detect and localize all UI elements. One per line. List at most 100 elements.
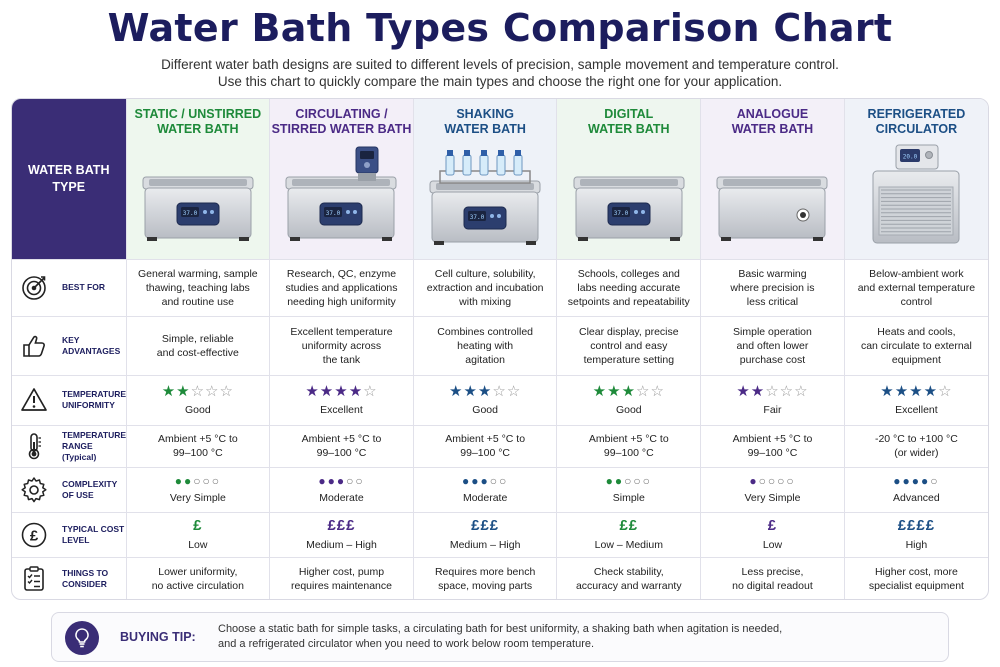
cell-line: 99–100 °C (316, 447, 367, 459)
cell-line: General warming, sample (138, 267, 258, 280)
column-title-line: WATER BATH (731, 122, 814, 136)
star-empty-icon: ☆ (794, 382, 809, 400)
row-label: TEMPERATURE UNIFORMITY (12, 375, 127, 426)
checklist-icon (20, 565, 48, 593)
star-empty-icon: ☆ (650, 382, 665, 400)
buying-tip-text: Choose a static bath for simple tasks, a… (218, 622, 938, 652)
row-label-text: BEST FOR (62, 282, 105, 293)
dot-filled-icon: ● (174, 474, 184, 488)
table-cell: Requires more bench space, moving parts (413, 557, 558, 599)
row-label-wrap: TEMPERATURE RANGE (Typical) (20, 430, 126, 463)
dot-empty-icon: ○ (930, 474, 940, 488)
dot-filled-icon: ● (921, 474, 931, 488)
star-filled-icon: ★ (880, 382, 895, 400)
cell-line: needing high uniformity (287, 295, 396, 308)
header-row: WATER BATH TYPE STATIC / UNSTIRRED WATER … (12, 99, 988, 260)
star-filled-icon: ★ (477, 382, 493, 400)
dot-empty-icon: ○ (499, 474, 509, 488)
row-label-line: TEMPERATURE (62, 429, 127, 440)
cell-line: Simple operation (733, 325, 812, 338)
cell-line: Below-ambient work (869, 267, 964, 280)
row-label-text: COMPLEXITY OF USE (62, 479, 117, 501)
cell-line: heating with (457, 339, 514, 352)
star-filled-icon: ★ (305, 382, 320, 400)
row-label-line: OF USE (62, 489, 94, 500)
row-label-wrap: £ TYPICAL COST LEVEL (20, 521, 126, 549)
table-cell: ★★☆☆☆ Good (126, 375, 271, 426)
water-bath-illustration: 37.0 (270, 141, 413, 251)
dot-filled-icon: ● (480, 474, 490, 488)
buying-tip-box: BUYING TIP: Choose a static bath for sim… (51, 612, 949, 662)
row-label-line: CONSIDER (62, 579, 107, 590)
table-cell: Basic warming where precision is less crit… (700, 259, 845, 317)
column-title: SHAKING WATER BATH (414, 107, 557, 141)
cell-line: Clear display, precise (578, 325, 679, 338)
column-header-circulating: CIRCULATING / STIRRED WATER BATH 37.0 (269, 99, 414, 260)
dot-rating: ●○○○○ (707, 474, 838, 488)
cell-line: where precision is (730, 281, 815, 294)
cell-line: Lower uniformity, (158, 566, 238, 579)
buying-tip-line: and a refrigerated circulator when you n… (218, 638, 595, 650)
row-label: BEST FOR (12, 259, 127, 317)
column-title-line: WATER BATH (444, 122, 526, 136)
cell-line: setpoints and repeatability (567, 295, 690, 308)
dot-empty-icon: ○ (767, 474, 778, 488)
rating-text: Good (615, 403, 642, 416)
cell-line: temperature setting (583, 353, 675, 366)
star-filled-icon: ★ (592, 382, 608, 400)
table-cell: ●●●●○ Advanced (844, 467, 988, 513)
svg-text:37.0: 37.0 (183, 210, 198, 217)
dot-empty-icon: ○ (193, 474, 203, 488)
cell-line: (or wider) (894, 447, 939, 459)
table-cell: Research, QC, enzyme studies and applicat… (269, 259, 414, 317)
row-label-text: TEMPERATURE UNIFORMITY (62, 389, 126, 411)
dot-filled-icon: ● (336, 474, 347, 488)
water-bath-illustration: 37.0 (127, 141, 270, 251)
row-label-wrap: KEY ADVANTAGES (20, 332, 126, 360)
column-title-line: WATER BATH (157, 122, 239, 136)
row-label-line: RANGE (Typical) (62, 440, 97, 462)
rating-text: Excellent (320, 403, 363, 416)
dot-empty-icon: ○ (786, 474, 796, 488)
corner-label-line: TYPE (52, 179, 86, 194)
star-empty-icon: ☆ (190, 382, 206, 400)
lightbulb-icon (65, 621, 99, 655)
cell-line: 99–100 °C (747, 447, 798, 459)
cell-line: agitation (465, 353, 505, 366)
column-header-shaking: SHAKING WATER BATH 37.0 (413, 99, 558, 260)
rating-text: Moderate (319, 492, 364, 504)
table-cell: ★★☆☆☆ Fair (700, 375, 845, 426)
star-rating: ★★★☆☆ (563, 382, 694, 400)
rating-text: Good (472, 403, 498, 416)
rating-text: Low – Medium (594, 539, 663, 551)
row-things-to-consider: THINGS TO CONSIDER Lower uniformity, no act… (12, 557, 988, 599)
table-cell: Cell culture, solubility, extraction and … (413, 259, 558, 317)
cell-line: 99–100 °C (460, 447, 511, 459)
star-empty-icon: ☆ (765, 382, 780, 400)
star-rating: ★★★☆☆ (420, 382, 551, 400)
dot-empty-icon: ○ (642, 474, 652, 488)
star-rating: ★★☆☆☆ (133, 382, 264, 400)
cell-line: 99–100 °C (172, 447, 223, 459)
cell-line: uniformity across (301, 339, 382, 352)
rating-text: Moderate (462, 492, 508, 504)
table-cell: ●●○○○ Simple (556, 467, 702, 513)
table-cell: ★★★★☆ Excellent (269, 375, 414, 426)
cell-line: and routine use (161, 295, 235, 308)
buying-tip-line: Choose a static bath for simple tasks, a… (218, 623, 783, 635)
page-subtitle: Different water bath designs are suited … (0, 56, 1000, 90)
dot-empty-icon: ○ (777, 474, 787, 488)
row-label-line: UNIFORMITY (62, 400, 115, 410)
column-title: ANALOGUE WATER BATH (701, 107, 844, 141)
row-key-advantages: KEY ADVANTAGES Simple, reliable and cost-ef… (12, 316, 988, 376)
dot-empty-icon: ○ (624, 474, 634, 488)
column-title-line: STIRRED WATER BATH (271, 122, 412, 136)
dot-filled-icon: ● (605, 474, 615, 488)
cell-line: Less precise, (741, 566, 804, 579)
row-complexity-of-use: COMPLEXITY OF USE ●●○○○ Very Simple ●●●○○ Mod… (12, 467, 988, 513)
row-label: COMPLEXITY OF USE (12, 467, 127, 513)
dot-rating: ●●●○○ (276, 474, 407, 488)
table-cell: Lower uniformity, no active circulation (126, 557, 271, 599)
row-label-line: BEST FOR (62, 282, 105, 292)
star-rating: ★★☆☆☆ (707, 382, 838, 400)
